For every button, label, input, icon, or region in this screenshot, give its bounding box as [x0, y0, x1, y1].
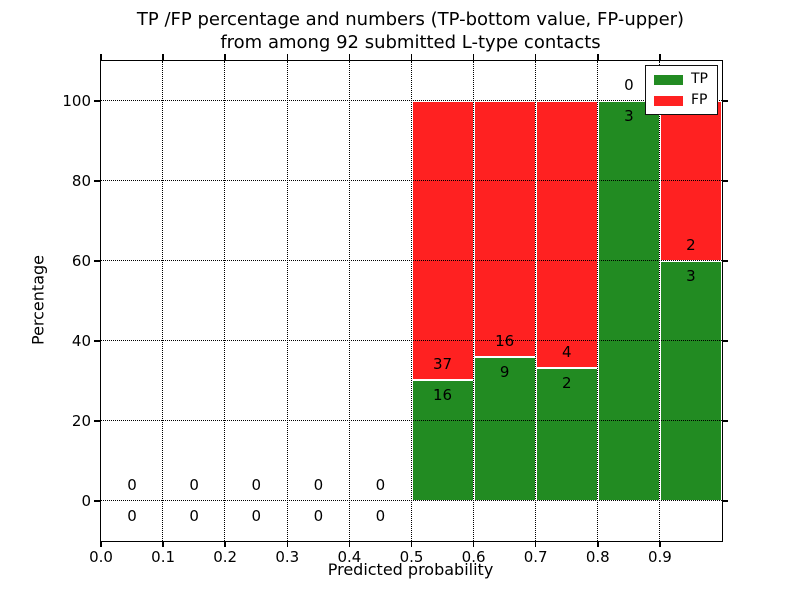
y-tick-right	[722, 500, 728, 502]
plot-area: TP FP 0 0 0 0 0 0 0 0 0 0 37 16 16 9 4 2 0 3 2 3 0 20 40 60 80 10…	[62, 53, 728, 566]
chart-title-line2: from among 92 submitted L-type contacts	[220, 32, 601, 53]
tp-count-label: 3	[686, 267, 696, 285]
y-tick-right	[722, 260, 728, 262]
v-gridline	[410, 61, 412, 541]
y-tick-right	[722, 340, 728, 342]
x-tick	[348, 541, 351, 547]
tp-count-label: 0	[189, 507, 199, 525]
tp-legend-label: TP	[691, 71, 708, 87]
fp-bar-segment	[473, 101, 536, 357]
v-gridline	[224, 61, 226, 541]
fp-count-label: 4	[561, 342, 572, 361]
x-tick-label: 0.8	[585, 548, 610, 566]
x-tick	[659, 541, 661, 547]
v-gridline	[534, 61, 536, 541]
fp-bar-segment	[411, 101, 474, 381]
x-tick-label: 0.0	[89, 548, 113, 566]
y-tick	[93, 180, 100, 182]
x-tick-top	[286, 53, 289, 60]
v-gridline	[597, 61, 599, 541]
fp-legend-label: FP	[691, 92, 708, 108]
fp-count-label: 0	[313, 476, 324, 494]
fp-count-label: 0	[127, 476, 137, 494]
y-tick-right	[722, 180, 728, 182]
tp-count-label: 9	[499, 363, 510, 381]
tp-bar-segment	[473, 357, 536, 501]
fp-count-label: 0	[251, 476, 262, 494]
v-gridline	[659, 61, 661, 541]
v-gridline	[348, 61, 350, 541]
tp-count-label: 0	[375, 507, 386, 525]
v-gridline	[472, 61, 474, 541]
v-gridline	[286, 61, 288, 541]
x-tick-label: 0.9	[647, 548, 672, 566]
x-tick	[534, 541, 537, 547]
tp-count-label: 3	[624, 107, 634, 125]
x-tick	[100, 541, 102, 547]
y-tick	[93, 500, 100, 502]
x-tick-label: 0.7	[523, 548, 548, 566]
chart-title: TP /FP percentage and numbers (TP-bottom…	[100, 8, 721, 54]
tp-legend-swatch	[654, 74, 683, 85]
y-tick-right	[722, 100, 728, 102]
tp-bar-segment	[659, 261, 722, 501]
legend-item-fp: FP	[654, 93, 708, 108]
y-tick	[93, 260, 100, 262]
x-tick	[224, 541, 226, 547]
y-tick	[93, 100, 100, 102]
y-tick	[93, 420, 100, 422]
tp-count-label: 16	[433, 386, 453, 405]
x-tick	[472, 541, 475, 547]
x-tick	[162, 541, 164, 547]
x-tick-label: 0.4	[337, 548, 362, 566]
x-tick-label: 0.3	[275, 548, 300, 566]
legend-item-tp: TP	[654, 72, 708, 87]
x-tick-top	[348, 53, 351, 60]
tp-count-label: 0	[313, 507, 324, 525]
x-tick	[410, 541, 413, 547]
x-tick-top	[100, 53, 102, 60]
y-tick-label: 40	[71, 332, 91, 350]
y-tick-label: 100	[62, 92, 91, 110]
y-tick	[93, 340, 100, 342]
tp-bar-segment	[597, 101, 660, 501]
tp-count-label: 0	[127, 507, 137, 525]
legend: TP FP	[645, 65, 718, 115]
y-tick-label: 80	[71, 172, 91, 190]
y-tick-label: 0	[81, 492, 91, 510]
x-tick-top	[472, 53, 475, 60]
v-gridline	[162, 61, 164, 541]
fp-bar-segment	[535, 101, 598, 368]
x-tick	[286, 541, 289, 547]
fp-count-label: 16	[495, 332, 515, 350]
fp-legend-swatch	[654, 95, 683, 106]
x-axis-label: Predicted probability	[327, 560, 494, 579]
x-tick-label: 0.6	[461, 548, 486, 566]
x-tick-top	[162, 53, 164, 60]
fp-count-label: 2	[686, 236, 696, 254]
fp-count-label: 0	[189, 476, 199, 494]
x-tick-top	[410, 53, 413, 60]
tp-bar-segment	[411, 380, 474, 501]
x-tick-label: 0.1	[151, 548, 176, 566]
fp-count-label: 0	[375, 476, 386, 494]
fp-count-label: 37	[433, 355, 453, 374]
x-tick-top	[534, 53, 537, 60]
y-tick-label: 60	[71, 252, 91, 270]
x-tick-label: 0.5	[399, 548, 424, 566]
x-tick-top	[597, 53, 599, 60]
y-tick-label: 20	[71, 412, 91, 430]
x-tick-label: 0.2	[213, 548, 238, 566]
x-tick-top	[659, 53, 661, 60]
fp-count-label: 0	[624, 76, 634, 94]
x-tick	[597, 541, 599, 547]
x-tick-top	[224, 53, 226, 60]
y-tick-right	[722, 420, 728, 422]
tp-count-label: 2	[561, 373, 572, 392]
tp-count-label: 0	[251, 507, 262, 525]
chart-title-line1: TP /FP percentage and numbers (TP-bottom…	[136, 9, 685, 30]
